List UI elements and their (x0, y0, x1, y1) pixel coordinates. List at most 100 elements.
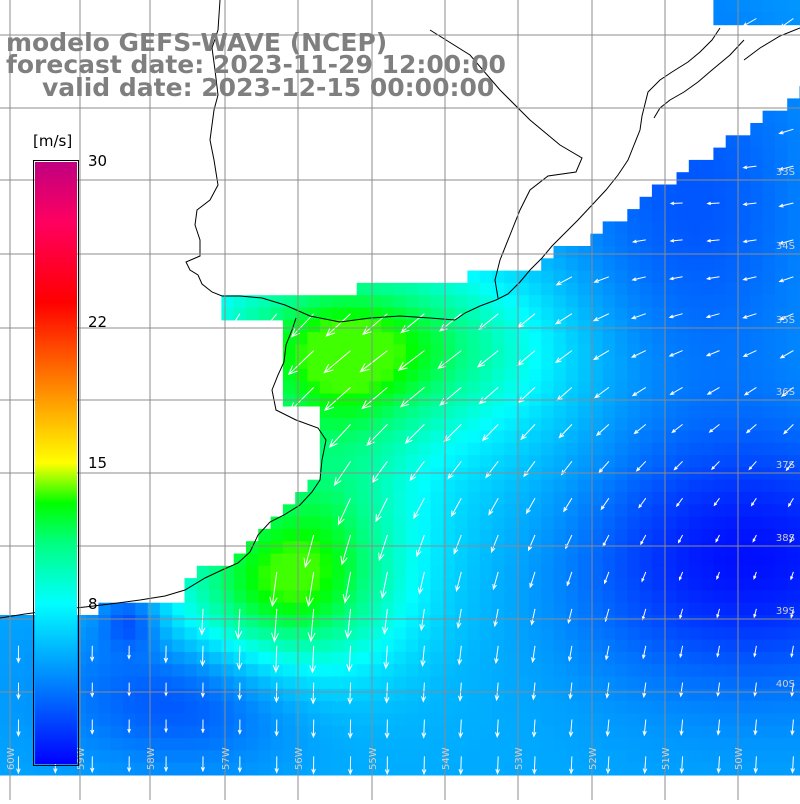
wind-speed-cell (701, 677, 714, 690)
wind-speed-cell (664, 369, 677, 382)
wind-speed-cell (652, 209, 665, 222)
wind-speed-cell (701, 271, 714, 284)
wind-speed-cell (517, 541, 530, 554)
wind-speed-cell (689, 664, 702, 677)
wind-speed-cell (677, 652, 690, 665)
wind-speed-cell (504, 308, 517, 321)
wind-speed-cell (578, 554, 591, 567)
wind-speed-cell (283, 590, 296, 603)
wind-speed-cell (640, 652, 653, 665)
wind-speed-cell (652, 234, 665, 247)
wind-speed-cell (369, 603, 382, 616)
wind-speed-cell (357, 640, 370, 653)
wind-speed-cell (406, 332, 419, 345)
wind-speed-cell (713, 320, 726, 333)
wind-speed-cell (381, 381, 394, 394)
wind-speed-cell (750, 541, 763, 554)
wind-speed-cell (775, 480, 788, 493)
wind-speed-cell (369, 541, 382, 554)
wind-speed-cell (640, 221, 653, 234)
wind-speed-cell (406, 603, 419, 616)
wind-speed-cell (504, 615, 517, 628)
wind-speed-cell (381, 332, 394, 345)
wind-speed-cell (111, 677, 124, 690)
wind-speed-cell (541, 283, 554, 296)
wind-speed-cell (431, 603, 444, 616)
wind-speed-cell (787, 443, 800, 456)
wind-speed-cell (369, 677, 382, 690)
wind-speed-cell (726, 369, 739, 382)
wind-speed-cell (603, 221, 616, 234)
wind-speed-cell (689, 172, 702, 185)
wind-speed-cell (185, 738, 198, 751)
wind-speed-cell (357, 541, 370, 554)
wind-speed-cell (406, 689, 419, 702)
wind-speed-cell (234, 578, 247, 591)
longitude-label: 58W (146, 747, 157, 770)
wind-speed-cell (541, 554, 554, 567)
wind-speed-cell (701, 295, 714, 308)
wind-speed-cell (726, 148, 739, 161)
wind-speed-cell (566, 295, 579, 308)
wind-speed-cell (308, 578, 321, 591)
wind-speed-cell (787, 271, 800, 284)
wind-speed-cell (172, 603, 185, 616)
wind-speed-cell (738, 554, 751, 567)
wind-speed-cell (111, 701, 124, 714)
wind-speed-cell (332, 615, 345, 628)
wind-speed-cell (652, 492, 665, 505)
wind-speed-cell (738, 480, 751, 493)
wind-speed-cell (135, 627, 148, 640)
wind-speed-cell (775, 640, 788, 653)
wind-speed-cell (455, 627, 468, 640)
wind-speed-cell (652, 320, 665, 333)
wind-speed-cell (209, 590, 222, 603)
wind-speed-cell (775, 357, 788, 370)
wind-speed-cell (381, 320, 394, 333)
wind-speed-cell (554, 295, 567, 308)
wind-speed-cell (713, 480, 726, 493)
wind-speed-cell (689, 652, 702, 665)
wind-speed-cell (332, 750, 345, 763)
wind-speed-cell (726, 246, 739, 259)
wind-speed-cell (394, 443, 407, 456)
wind-speed-cell (763, 111, 776, 124)
wind-speed-cell (480, 713, 493, 726)
wind-speed-cell (615, 332, 628, 345)
wind-speed-cell (578, 369, 591, 382)
wind-speed-cell (480, 344, 493, 357)
wind-speed-cell (615, 246, 628, 259)
wind-speed-cell (283, 701, 296, 714)
wind-speed-cell (689, 258, 702, 271)
wind-speed-cell (775, 492, 788, 505)
wind-speed-cell (787, 283, 800, 296)
wind-speed-cell (492, 431, 505, 444)
wind-speed-cell (541, 381, 554, 394)
wind-speed-cell (554, 492, 567, 505)
wind-speed-cell (738, 295, 751, 308)
wind-speed-cell (726, 529, 739, 542)
wind-speed-cell (677, 615, 690, 628)
wind-speed-cell (369, 640, 382, 653)
wind-speed-cell (615, 283, 628, 296)
wind-speed-cell (615, 357, 628, 370)
wind-speed-cell (689, 320, 702, 333)
wind-speed-cell (332, 738, 345, 751)
wind-speed-cell (726, 283, 739, 296)
wind-speed-cell (726, 713, 739, 726)
wind-speed-cell (689, 369, 702, 382)
wind-speed-cell (689, 492, 702, 505)
wind-speed-cell (726, 701, 739, 714)
wind-speed-cell (185, 750, 198, 763)
wind-speed-cell (664, 603, 677, 616)
wind-speed-cell (652, 652, 665, 665)
wind-speed-cell (541, 566, 554, 579)
wind-speed-cell (172, 652, 185, 665)
wind-speed-cell (652, 332, 665, 345)
wind-speed-cell (750, 480, 763, 493)
wind-speed-cell (295, 664, 308, 677)
wind-speed-cell (185, 640, 198, 653)
wind-speed-cell (554, 529, 567, 542)
wind-speed-cell (234, 615, 247, 628)
wind-speed-cell (357, 677, 370, 690)
